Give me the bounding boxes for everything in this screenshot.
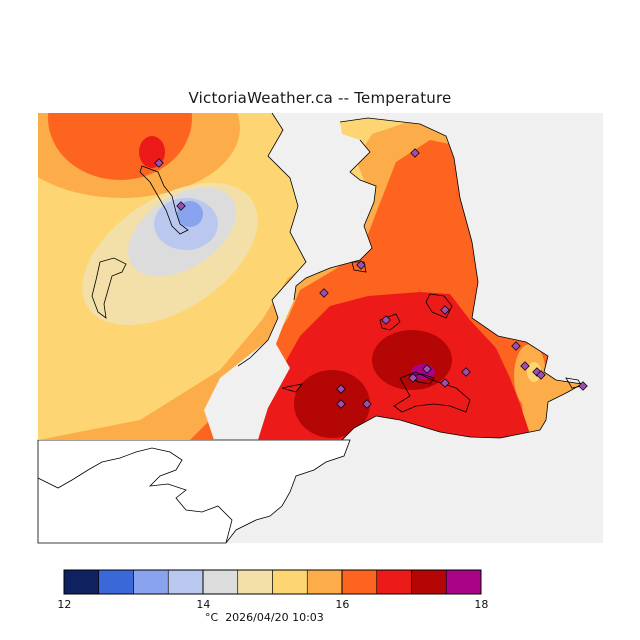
station-marker[interactable] bbox=[336, 399, 346, 409]
legend-bin bbox=[341, 569, 378, 595]
southern-landmass bbox=[37, 439, 351, 544]
unit-label: °C bbox=[205, 611, 219, 624]
station-marker[interactable] bbox=[511, 341, 521, 351]
station-marker[interactable] bbox=[440, 378, 450, 388]
station-marker[interactable] bbox=[578, 381, 588, 391]
legend-bin bbox=[411, 569, 447, 595]
coastlines bbox=[91, 112, 584, 441]
color-legend bbox=[63, 569, 482, 595]
legend-bin bbox=[445, 569, 482, 595]
station-marker[interactable] bbox=[336, 384, 346, 394]
legend-bin bbox=[272, 569, 308, 595]
station-marker[interactable] bbox=[176, 201, 186, 211]
legend-tick-label: 14 bbox=[196, 598, 211, 611]
legend-tick-label: 18 bbox=[474, 598, 489, 611]
station-marker[interactable] bbox=[440, 305, 450, 315]
legend-bin bbox=[306, 569, 343, 595]
map-title: VictoriaWeather.ca -- Temperature bbox=[188, 89, 452, 107]
station-marker[interactable] bbox=[410, 148, 420, 158]
station-marker[interactable] bbox=[356, 260, 366, 270]
station-marker[interactable] bbox=[536, 370, 546, 380]
station-marker[interactable] bbox=[319, 288, 329, 298]
station-marker[interactable] bbox=[422, 364, 432, 374]
legend-tick-label: 12 bbox=[57, 598, 72, 611]
legend-bin bbox=[376, 569, 412, 595]
legend-bin bbox=[237, 569, 273, 595]
station-marker[interactable] bbox=[461, 367, 471, 377]
legend-caption: °C 2026/04/20 10:03 bbox=[205, 611, 324, 624]
legend-bin bbox=[133, 569, 169, 595]
station-marker[interactable] bbox=[381, 315, 391, 325]
station-marker[interactable] bbox=[154, 158, 164, 168]
station-marker[interactable] bbox=[520, 361, 530, 371]
legend-bin bbox=[98, 569, 134, 595]
legend-tick-label: 16 bbox=[335, 598, 350, 611]
timestamp-label: 2026/04/20 10:03 bbox=[225, 611, 324, 624]
station-marker[interactable] bbox=[362, 399, 372, 409]
station-markers bbox=[154, 148, 588, 409]
southern-coastline bbox=[37, 447, 233, 544]
legend-bin bbox=[167, 569, 204, 595]
legend-bin bbox=[202, 569, 239, 595]
legend-bin bbox=[63, 569, 100, 595]
station-marker[interactable] bbox=[408, 373, 418, 383]
